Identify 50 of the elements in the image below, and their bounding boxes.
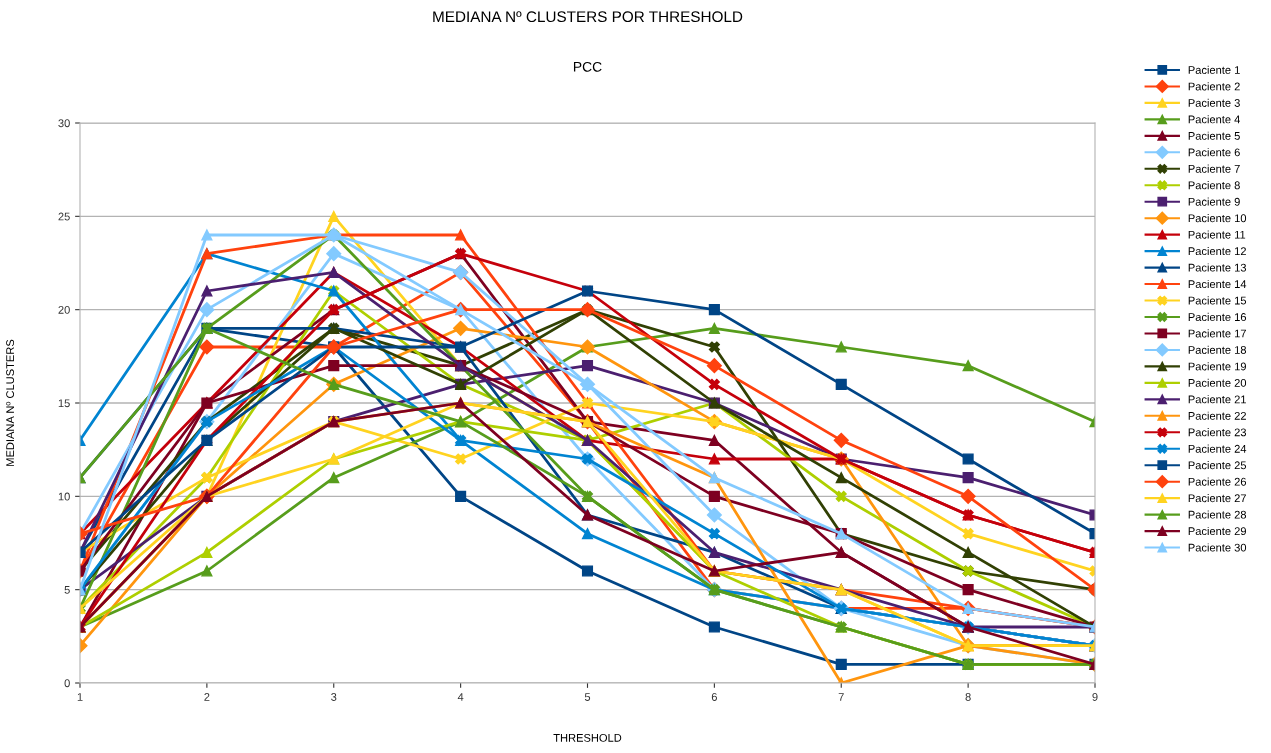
x-axis-title: THRESHOLD (553, 733, 622, 742)
x-tick-label: 9 (1092, 693, 1098, 701)
legend-label: Paciente 26 (1188, 477, 1247, 486)
legend-label: Paciente 9 (1188, 197, 1240, 206)
legend-label: Paciente 13 (1188, 263, 1247, 272)
legend-label: Paciente 2 (1188, 82, 1240, 91)
x-tick-label: 8 (965, 693, 971, 701)
y-tick-label: 5 (64, 586, 70, 594)
y-tick-label: 10 (58, 492, 70, 501)
chart-subtitle: PCC (573, 61, 602, 72)
legend-label: Paciente 21 (1188, 395, 1246, 404)
chart-title: MEDIANA Nº CLUSTERS POR THRESHOLD (433, 11, 743, 23)
legend-label: Paciente 14 (1188, 279, 1247, 289)
legend-label: Paciente 27 (1188, 493, 1246, 503)
legend-label: Paciente 11 (1188, 230, 1246, 239)
y-tick-label: 30 (58, 119, 70, 128)
x-tick-label: 6 (711, 693, 717, 701)
legend-label: Paciente 15 (1188, 296, 1247, 305)
y-tick-label: 20 (58, 305, 70, 314)
x-tick-label: 1 (77, 693, 83, 701)
legend-label: Paciente 24 (1188, 444, 1247, 453)
legend-label: Paciente 18 (1188, 345, 1247, 354)
legend-label: Paciente 30 (1188, 543, 1247, 552)
x-tick-label: 3 (331, 693, 337, 701)
y-tick-label: 25 (58, 212, 70, 221)
legend-label: Paciente 1 (1188, 65, 1240, 74)
legend-label: Paciente 22 (1188, 411, 1246, 420)
legend-label: Paciente 5 (1188, 131, 1240, 140)
legend-label: Paciente 4 (1188, 115, 1240, 124)
y-tick-label: 0 (64, 679, 70, 688)
x-tick-label: 5 (584, 693, 591, 701)
legend-label: Paciente 7 (1188, 164, 1240, 173)
legend-label: Paciente 28 (1188, 510, 1247, 519)
legend-label: Paciente 29 (1188, 526, 1246, 536)
y-tick-label: 15 (58, 399, 70, 408)
legend-label: Paciente 3 (1188, 98, 1240, 107)
legend-label: Paciente 8 (1188, 181, 1240, 190)
legend-label: Paciente 17 (1188, 329, 1246, 338)
legend-label: Paciente 25 (1188, 461, 1247, 470)
legend-label: Paciente 19 (1188, 362, 1246, 371)
x-tick-label: 4 (457, 693, 464, 701)
legend-label: Paciente 16 (1188, 312, 1247, 321)
y-axis-title: MEDIANA Nº CLUSTERS (6, 339, 15, 466)
x-tick-label: 2 (204, 693, 210, 701)
legend-label: Paciente 6 (1188, 148, 1240, 157)
legend-label: Paciente 12 (1188, 246, 1246, 256)
legend-label: Paciente 20 (1188, 378, 1247, 387)
legend-label: Paciente 10 (1188, 214, 1247, 223)
x-tick-label: 7 (838, 693, 844, 701)
legend-label: Paciente 23 (1188, 428, 1247, 437)
